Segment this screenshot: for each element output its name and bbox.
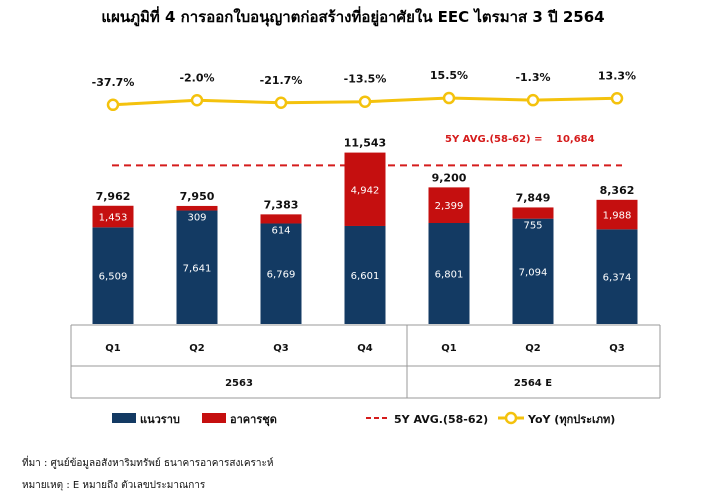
yoy-point-6 (526, 93, 540, 107)
label-total-2: 7,950 (180, 190, 215, 203)
average-label: 5Y AVG.(58-62) = (445, 134, 542, 145)
label-condo-5: 2,399 (435, 201, 464, 212)
yoy-label-2: -2.0% (179, 71, 214, 84)
label-condo-2: 309 (187, 213, 206, 224)
x-tick-1: Q1 (105, 343, 121, 354)
yoy-label-7: 13.3% (598, 69, 636, 82)
bar-horizontal-6 (512, 218, 554, 324)
bar-condo-2 (176, 205, 218, 211)
legend-label-condo: อาคารชุด (230, 413, 277, 427)
label-horizontal-1: 6,509 (99, 272, 128, 283)
yoy-point-1 (106, 98, 120, 112)
label-condo-7: 1,988 (603, 211, 632, 222)
bar-condo-1 (92, 205, 134, 228)
bar-horizontal-1 (92, 227, 134, 324)
bar-condo-7 (596, 199, 638, 230)
x-tick-4: Q4 (357, 343, 373, 354)
bar-condo-5 (428, 187, 470, 224)
label-condo-6: 755 (523, 221, 542, 232)
x-tick-5: Q1 (441, 343, 457, 354)
yoy-label-6: -1.3% (515, 71, 550, 84)
label-total-3: 7,383 (264, 198, 299, 211)
label-total-6: 7,849 (516, 191, 551, 204)
yoy-label-3: -21.7% (260, 74, 303, 87)
yoy-point-7 (610, 92, 624, 105)
label-horizontal-7: 6,374 (603, 273, 632, 284)
label-total-1: 7,962 (96, 190, 131, 203)
legend-label-average: 5Y AVG.(58-62) (394, 413, 488, 426)
x-tick-3: Q3 (273, 343, 289, 354)
legend-swatch-horizontal (112, 413, 136, 423)
x-tick-2: Q2 (189, 343, 205, 354)
year-group-1: 2563 (225, 378, 253, 389)
legend-swatch-condo (202, 413, 226, 423)
yoy-label-4: -13.5% (344, 73, 387, 86)
label-total-5: 9,200 (432, 171, 467, 184)
bar-condo-3 (260, 214, 302, 224)
bar-horizontal-2 (176, 210, 218, 324)
yoy-point-5 (442, 91, 456, 105)
source-note: ที่มา : ศูนย์ข้อมูลอสังหาริมทรัพย์ ธนาคา… (22, 458, 274, 469)
chart-title: แผนภูมิที่ 4 การออกใบอนุญาตก่อสร้างที่อย… (101, 6, 604, 27)
label-total-7: 8,362 (600, 184, 635, 197)
year-group-2: 2564 E (514, 378, 552, 389)
legend: แนวราบ อาคารชุด 5Y AVG.(58-62) YoY (ทุกประเ… (112, 411, 615, 427)
bar-condo-4 (344, 152, 386, 226)
label-condo-3: 614 (271, 225, 290, 236)
bar-horizontal-7 (596, 229, 638, 324)
yoy-label-1: -37.7% (92, 76, 135, 89)
label-horizontal-3: 6,769 (267, 270, 296, 281)
label-total-4: 11,543 (344, 137, 386, 150)
yoy-point-3 (274, 96, 288, 110)
label-horizontal-4: 6,601 (351, 271, 380, 282)
bar-horizontal-5 (428, 223, 470, 324)
footnote: หมายเหตุ : E หมายถึง ตัวเลขประมาณการ (22, 480, 206, 491)
bar-condo-6 (512, 207, 554, 219)
average-value: 10,684 (556, 134, 595, 145)
label-horizontal-6: 7,094 (519, 267, 548, 278)
label-condo-4: 4,942 (351, 185, 380, 196)
yoy-point-2 (190, 94, 204, 107)
yoy-point-4 (358, 95, 372, 108)
plot-area: 5Y AVG.(58-62) = 10,684 6,509 1,453 7,962 7,6… (70, 69, 661, 399)
legend-marker-yoy (504, 411, 518, 425)
bar-horizontal-4 (344, 225, 386, 324)
label-horizontal-5: 6,801 (435, 270, 464, 281)
legend-label-horizontal: แนวราบ (140, 413, 180, 426)
label-horizontal-2: 7,641 (183, 263, 212, 274)
yoy-label-5: 15.5% (430, 69, 468, 82)
x-tick-7: Q3 (609, 343, 625, 354)
legend-label-yoy: YoY (ทุกประเภท) (527, 413, 615, 427)
x-tick-6: Q2 (525, 343, 541, 354)
label-condo-1: 1,453 (99, 213, 128, 224)
bar-horizontal-3 (260, 223, 302, 324)
